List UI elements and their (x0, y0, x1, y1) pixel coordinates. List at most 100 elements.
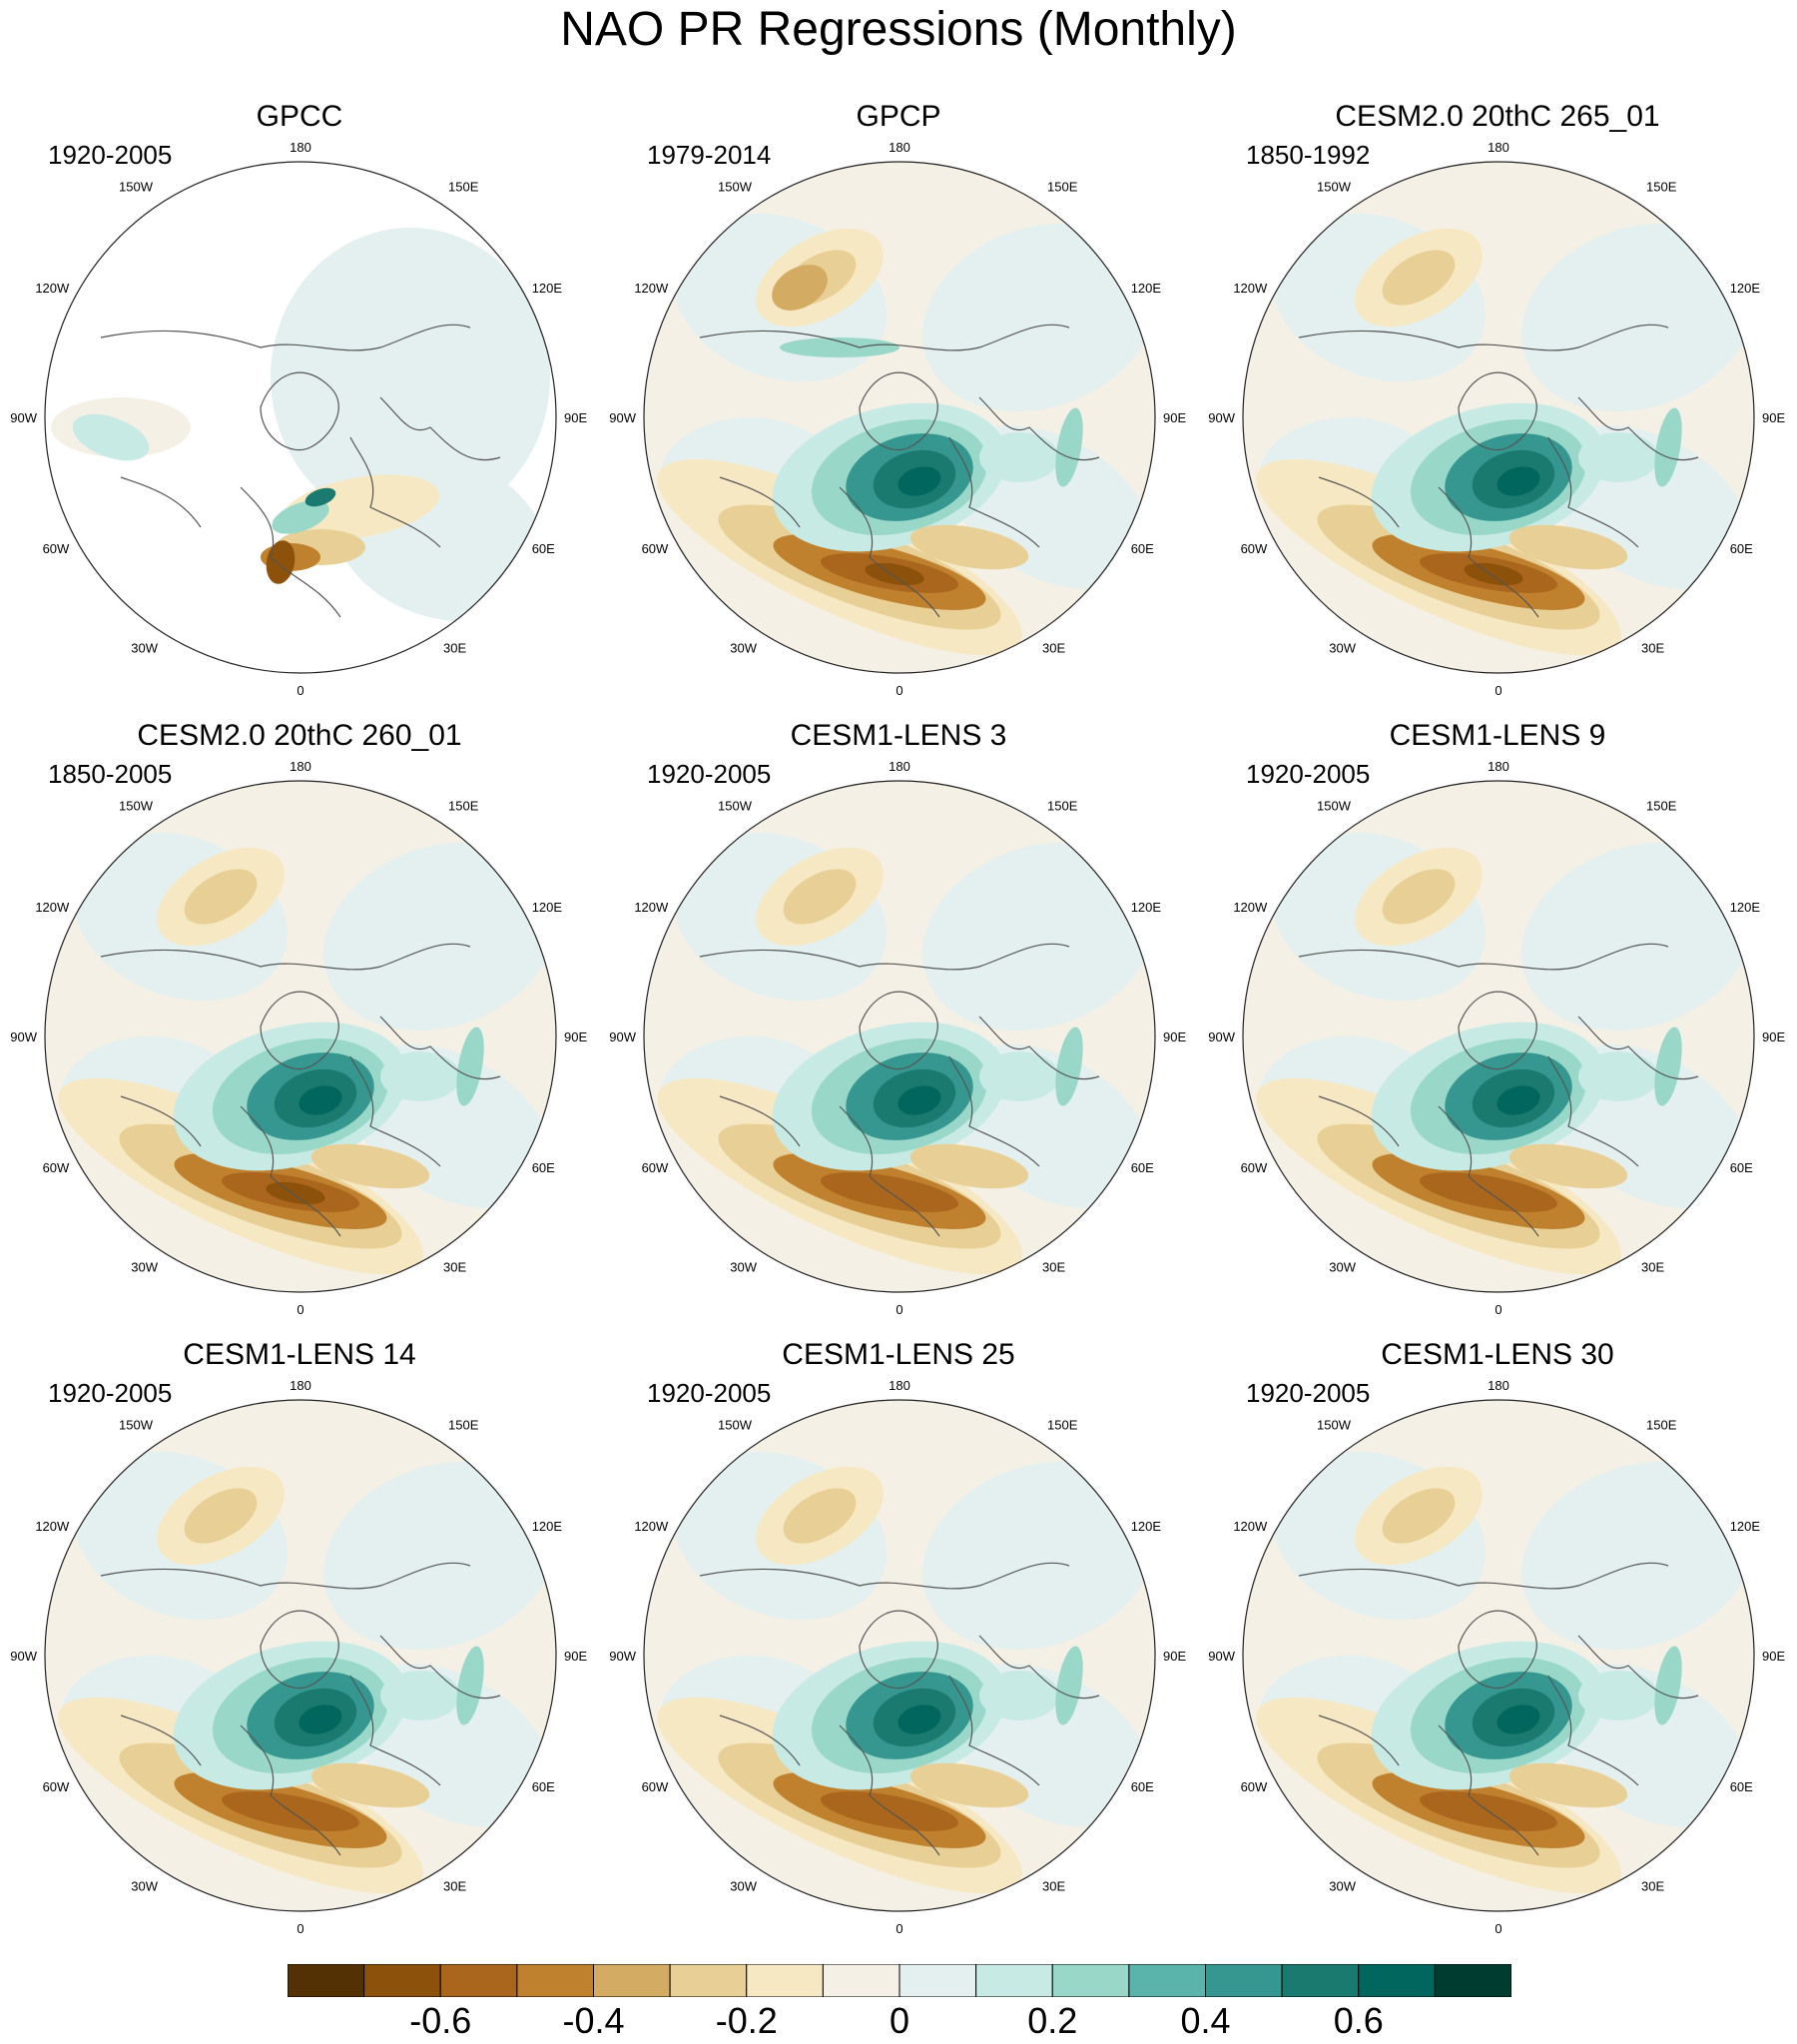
longitude-label: 30E (443, 641, 466, 656)
longitude-label: 180 (889, 140, 910, 155)
coastline (100, 1562, 471, 1590)
positive-anomaly (1497, 1704, 1540, 1734)
colorbar-swatch (1205, 1963, 1283, 1998)
colorbar-swatch (669, 1963, 748, 1998)
map-panel: CESM2.0 20thC 260_01 1850-2005 180 150E 120E… (0, 719, 599, 1317)
map-boundary (643, 161, 1156, 674)
positive-anomaly (1055, 1026, 1083, 1106)
longitude-label: 150E (1047, 798, 1078, 813)
panel-title: CESM2.0 20thC 260_01 (137, 719, 462, 752)
negative-anomaly (783, 1488, 857, 1544)
longitude-label: 120E (1131, 281, 1162, 296)
coastline (1577, 1635, 1699, 1700)
negative-anomaly (1382, 250, 1456, 306)
map-panel: CESM1-LENS 25 1920-2005 180 150E 120E 90E 60E 3… (599, 1338, 1198, 1936)
longitude-label: 180 (1488, 1378, 1509, 1393)
longitude-label: 0 (1495, 1302, 1501, 1317)
colorbar-swatch (1051, 1963, 1130, 1998)
positive-anomaly (979, 1671, 1059, 1720)
coastline (859, 991, 938, 1070)
coastline (379, 1635, 501, 1700)
map-boundary (44, 780, 557, 1293)
positive-anomaly (299, 1085, 342, 1115)
polar-map: 180 150E 120E 90E 60E 30E 0 30W 60W 90W 120W 150W (1208, 140, 1785, 698)
longitude-label: 90E (1163, 1029, 1186, 1044)
longitude-label: 150W (1317, 179, 1352, 194)
longitude-label: 150E (1047, 179, 1078, 194)
longitude-label: 30W (131, 1879, 158, 1894)
polar-map: 180 150E 120E 90E 60E 30E 0 30W 60W 90W 120W 150W (10, 1378, 587, 1936)
longitude-label: 30W (730, 1879, 757, 1894)
longitude-label: 30E (1641, 641, 1664, 656)
longitude-label: 120E (1730, 900, 1761, 915)
positive-anomaly (1654, 407, 1682, 487)
longitude-label: 120E (1131, 1519, 1162, 1534)
coastline (379, 1016, 501, 1080)
negative-anomaly (1464, 562, 1523, 586)
colorbar-swatch (593, 1963, 671, 1998)
positive-anomaly (1521, 842, 1754, 1031)
positive-anomaly (898, 466, 941, 496)
negative-anomaly (1508, 1143, 1628, 1189)
colorbar-tick-label: 0.6 (1333, 2000, 1384, 2041)
longitude-label: 90W (10, 1029, 37, 1044)
colorbar-tick-label: 0 (889, 2000, 910, 2041)
negative-anomaly (184, 869, 258, 925)
longitude-label: 60E (532, 1160, 555, 1175)
longitude-label: 150E (1646, 179, 1677, 194)
longitude-label: 90E (564, 1649, 587, 1664)
longitude-label: 180 (290, 1378, 311, 1393)
colorbar-swatch (1281, 1963, 1360, 1998)
coastline (100, 943, 471, 971)
coastline (240, 1105, 341, 1237)
positive-anomaly (1578, 432, 1658, 482)
negative-anomaly (909, 1762, 1029, 1808)
positive-anomaly (304, 487, 336, 507)
coastline (948, 1675, 1040, 1786)
longitude-label: 30W (1329, 641, 1356, 656)
positive-anomaly (380, 1671, 460, 1720)
coastline (1577, 1016, 1699, 1080)
longitude-label: 120E (1730, 1519, 1761, 1534)
longitude-label: 60E (532, 541, 555, 556)
longitude-label: 90W (1208, 410, 1235, 425)
longitude-label: 90E (1163, 1649, 1186, 1664)
colorbar-swatch (822, 1963, 900, 1998)
longitude-label: 90E (564, 1029, 587, 1044)
longitude-label: 30W (131, 641, 158, 656)
positive-anomaly (898, 1085, 941, 1115)
longitude-label: 150E (448, 1417, 479, 1432)
longitude-label: 60E (1131, 1160, 1154, 1175)
coastline (719, 476, 801, 528)
coastline (1577, 396, 1699, 461)
colorbar-swatch (287, 1963, 365, 1998)
longitude-label: 120W (1233, 281, 1268, 296)
positive-anomaly (780, 338, 899, 357)
longitude-label: 120E (532, 900, 563, 915)
longitude-label: 0 (297, 1302, 303, 1317)
map-panel: CESM1-LENS 30 1920-2005 180 150E 120E 90E 60E 3… (1198, 1338, 1797, 1936)
longitude-label: 30E (1042, 1879, 1065, 1894)
longitude-label: 60W (642, 541, 669, 556)
longitude-label: 60E (1730, 1160, 1753, 1175)
negative-anomaly (1508, 524, 1628, 570)
map-boundary (44, 161, 557, 674)
coastline (1298, 943, 1669, 971)
longitude-label: 30E (443, 1260, 466, 1275)
longitude-label: 90E (1762, 1649, 1785, 1664)
longitude-label: 0 (297, 683, 303, 698)
longitude-label: 120W (1233, 1519, 1268, 1534)
longitude-label: 90E (564, 410, 587, 425)
map-boundary (643, 780, 1156, 1293)
coastline (260, 371, 339, 451)
coastline (100, 324, 471, 351)
longitude-label: 150E (1646, 1417, 1677, 1432)
coastline (349, 436, 441, 548)
coastline (349, 1675, 441, 1786)
coastline (839, 1724, 940, 1856)
longitude-label: 90E (1762, 1029, 1785, 1044)
polar-map: 180 150E 120E 90E 60E 30E 0 30W 60W 90W 120W 150W (609, 140, 1186, 698)
colorbar (287, 1963, 1512, 1998)
longitude-label: 120W (35, 1519, 70, 1534)
longitude-label: 120E (532, 1519, 563, 1534)
